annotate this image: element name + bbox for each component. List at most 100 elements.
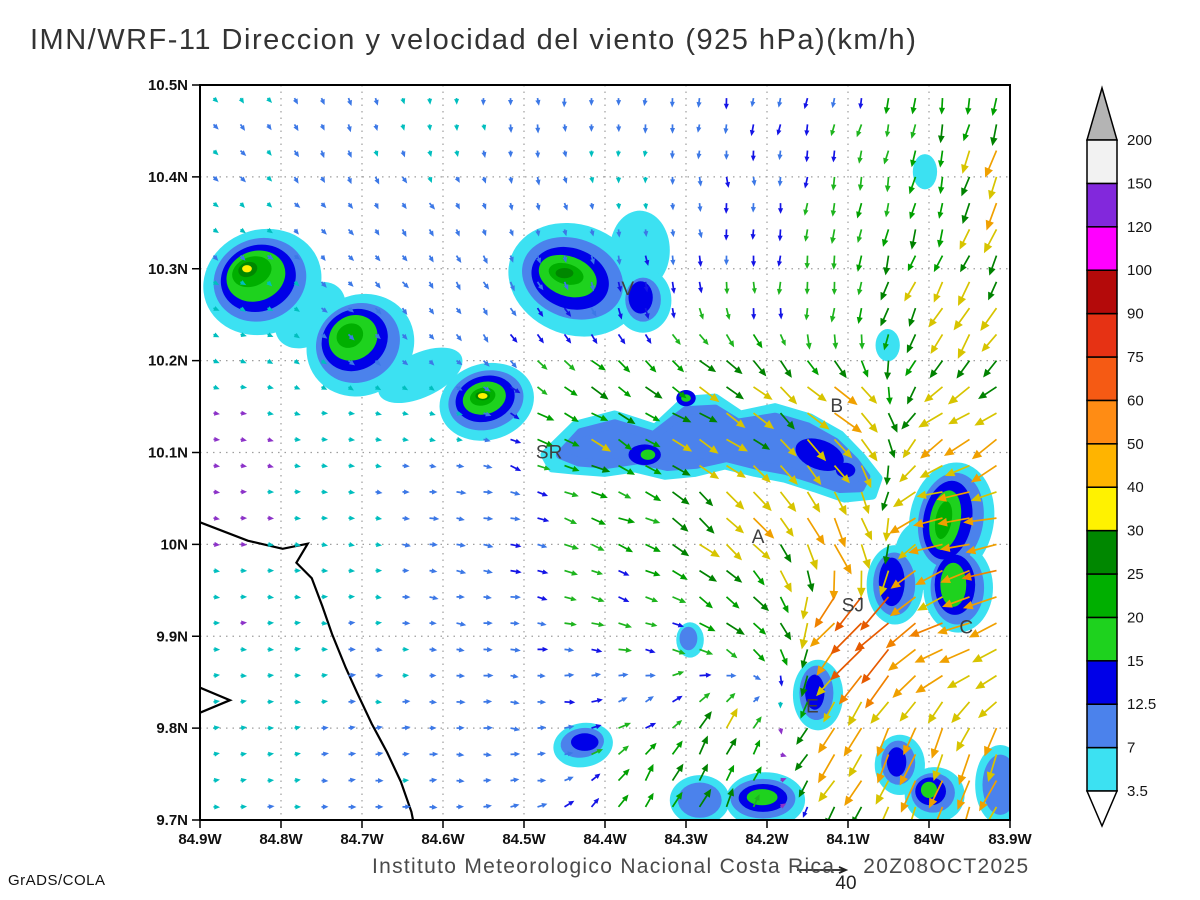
wind-arrow (825, 806, 836, 820)
wind-arrow (589, 176, 595, 184)
wind-arrow (428, 202, 436, 210)
wind-arrow (725, 359, 743, 375)
wind-arrow (267, 620, 275, 626)
wind-arrow (294, 254, 301, 260)
wind-arrow (213, 515, 220, 521)
wind-arrow (239, 254, 246, 261)
wind-arrow (672, 543, 690, 557)
wind-arrow (483, 672, 494, 678)
wind-arrow (724, 281, 730, 295)
wind-arrow (428, 359, 435, 366)
wind-arrow (563, 307, 572, 317)
wind-arrow (240, 489, 248, 495)
wind-arrow (375, 489, 383, 495)
wind-arrow (618, 412, 636, 425)
wind-arrow (834, 412, 863, 433)
wind-arrow (644, 360, 657, 373)
wind-arrow (240, 515, 248, 521)
plot-content: V B SR A SJ C E (200, 85, 1010, 820)
wind-arrow (725, 543, 743, 561)
wind-arrow (983, 360, 998, 378)
wind-arrow (830, 124, 836, 137)
wind-arrow (779, 517, 794, 537)
wind-arrow (348, 489, 356, 495)
speed-shade-region (982, 754, 1010, 815)
wind-arrow (698, 281, 704, 294)
wind-arrow (972, 648, 997, 663)
wind-arrow (590, 773, 601, 782)
wind-arrow (696, 124, 702, 133)
colorbar-label: 120 (1127, 219, 1152, 236)
speed-shade-region (378, 347, 463, 404)
wind-arrow (617, 745, 629, 756)
wind-arrow (889, 596, 917, 617)
wind-arrow (348, 777, 356, 783)
wind-arrow (645, 412, 661, 422)
colorbar-segment (1086, 226, 1118, 271)
wind-arrow (266, 227, 273, 234)
wind-arrow (375, 542, 383, 548)
wind-arrow (752, 766, 762, 782)
city-label: SJ (842, 595, 864, 616)
wind-arrow (564, 543, 579, 550)
wind-arrow (481, 229, 487, 237)
y-axis-label: 10.1N (148, 445, 188, 462)
wind-arrow (883, 97, 891, 115)
wind-arrow (455, 255, 462, 264)
wind-arrow (564, 621, 577, 627)
wind-arrow (725, 333, 735, 348)
wind-arrow (401, 359, 409, 366)
wind-arrow (670, 203, 676, 211)
wind-arrow (427, 150, 433, 157)
x-axis-label: 84W (914, 831, 946, 848)
wind-arrow (564, 491, 579, 498)
wind-arrow (375, 385, 382, 391)
wind-arrow (590, 386, 609, 400)
wind-arrow (988, 281, 998, 301)
wind-arrow (670, 307, 676, 319)
wind-arrow (537, 464, 551, 471)
wind-arrow (591, 569, 604, 576)
wind-arrow (346, 176, 352, 185)
wind-arrow (752, 794, 760, 808)
wind-arrow (266, 175, 273, 182)
wind-arrow (240, 620, 248, 626)
wind-arrow (320, 228, 327, 235)
wind-arrow (510, 726, 521, 732)
wind-arrow (348, 542, 355, 548)
wind-arrow (239, 202, 245, 208)
wind-arrow (537, 491, 549, 497)
wind-arrow (588, 150, 595, 158)
wind-arrow (669, 98, 675, 108)
wind-arrow (753, 674, 762, 680)
wind-arrow (806, 386, 827, 402)
wind-arrow (804, 150, 810, 163)
wind-arrow (375, 751, 384, 757)
colorbar-label: 150 (1127, 175, 1152, 192)
wind-arrow (932, 754, 944, 781)
speed-shade-region (920, 781, 938, 798)
wind-arrow (618, 596, 630, 603)
wind-arrow (212, 227, 219, 234)
wind-arrow (319, 150, 325, 159)
wind-arrow (454, 150, 460, 158)
wind-arrow (779, 596, 789, 614)
wind-arrow (780, 752, 787, 758)
wind-arrow (562, 255, 568, 263)
wind-arrow (347, 385, 354, 391)
wind-arrow (963, 516, 997, 526)
colorbar-segment (1086, 356, 1118, 402)
wind-arrow (968, 622, 997, 638)
wind-arrow (456, 673, 466, 679)
wind-arrow (508, 176, 514, 184)
wind-arrow (321, 385, 328, 390)
wind-arrow (321, 489, 329, 495)
wind-arrow (818, 780, 836, 803)
wind-arrow (537, 569, 549, 575)
wind-arrow (725, 787, 734, 808)
wind-arrow (699, 569, 718, 582)
wind-arrow (833, 386, 858, 406)
wind-arrow (213, 751, 220, 757)
wind-arrow (591, 412, 609, 421)
wind-arrow (928, 780, 944, 809)
